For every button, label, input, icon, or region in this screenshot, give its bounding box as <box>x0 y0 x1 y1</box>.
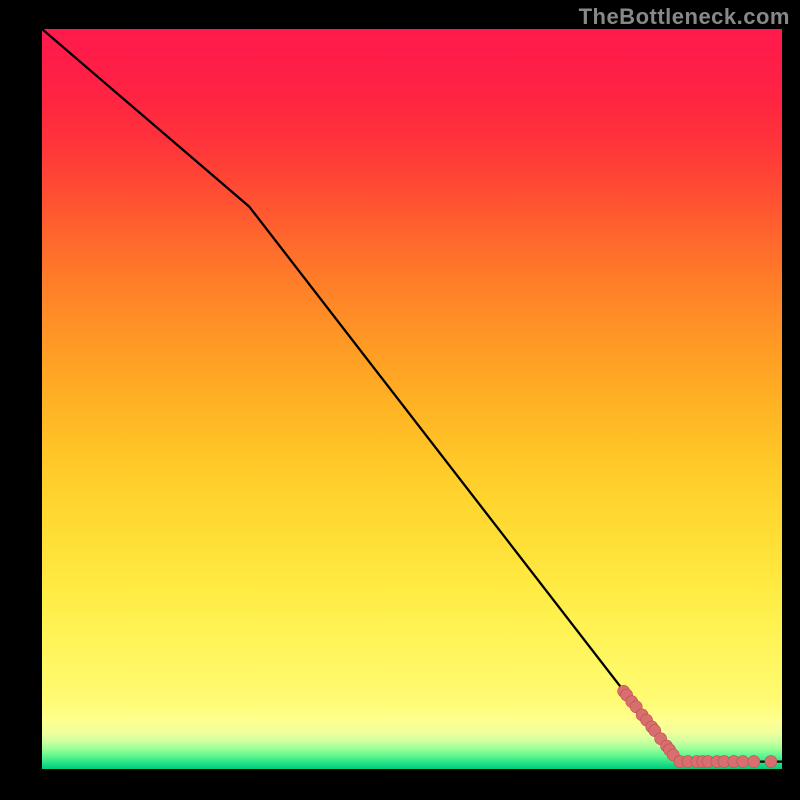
scatter-point <box>748 756 760 768</box>
chart-svg <box>42 29 782 769</box>
chart-frame: TheBottleneck.com <box>0 0 800 800</box>
gradient-background <box>42 29 782 769</box>
scatter-point <box>737 756 749 768</box>
scatter-point <box>765 756 777 768</box>
plot-area <box>42 29 782 769</box>
attribution-label: TheBottleneck.com <box>579 4 790 30</box>
